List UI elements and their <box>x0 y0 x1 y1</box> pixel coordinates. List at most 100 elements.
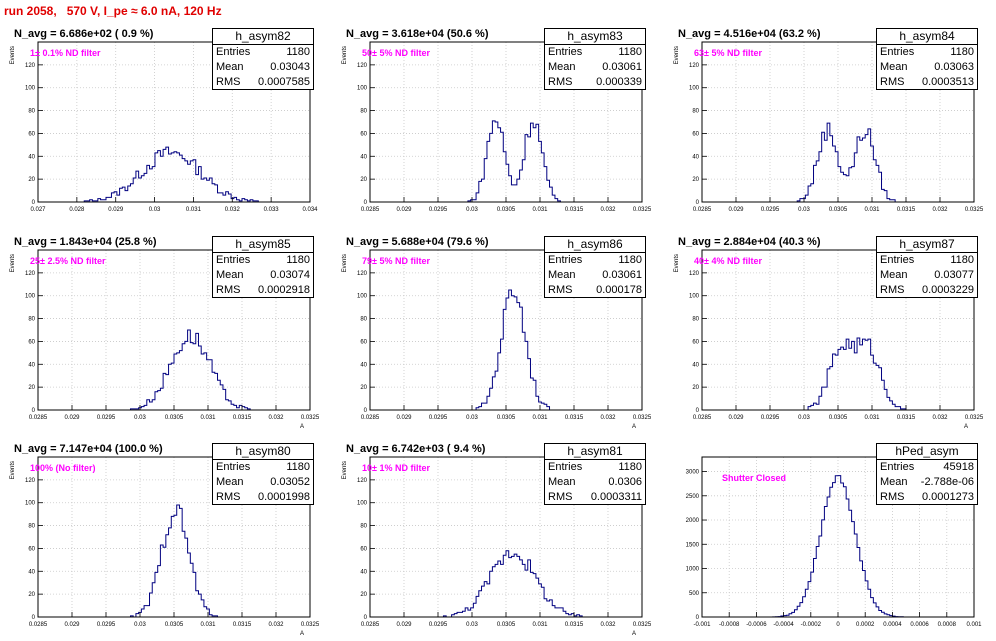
stat-row-mean: Mean 0.0306 <box>545 475 645 490</box>
x-tick-label: 0.029 <box>728 415 744 421</box>
y-tick-label: 1500 <box>686 542 700 548</box>
filter-annotation: 10± 1% ND filter <box>362 463 430 473</box>
stat-label: RMS <box>216 76 241 88</box>
y-tick-label: 1000 <box>686 567 700 573</box>
histogram-line <box>38 146 310 203</box>
stat-value: 1180 <box>950 254 974 266</box>
x-tick-label: 0.0006 <box>910 622 929 628</box>
y-tick-label: 40 <box>28 569 35 575</box>
histogram-title: N_avg = 6.742e+03 ( 9.4 %) <box>346 443 486 455</box>
stat-label: Mean <box>216 269 244 281</box>
stat-value: 0.0003311 <box>590 491 642 503</box>
histogram-title: N_avg = 2.884e+04 (40.3 %) <box>678 236 821 248</box>
x-tick-label: -0.0008 <box>719 622 740 628</box>
y-axis-label: Events <box>10 254 16 272</box>
stat-box: h_asym83 Entries 1180 Mean 0.03061 RMS 0.00033… <box>544 28 646 90</box>
histogram-title: N_avg = 6.686e+02 ( 0.9 %) <box>14 28 154 40</box>
histogram-svg: 0.0285 0.029 0.0295 0.03 0.0305 0.031 0.0315 0.… <box>342 456 652 637</box>
stat-row-rms: RMS 0.000339 <box>545 75 645 90</box>
x-tick-label: 0.0315 <box>565 207 584 213</box>
y-axis-label: Events <box>10 461 16 479</box>
histogram-title: N_avg = 7.147e+04 (100.0 %) <box>14 443 163 455</box>
y-tick-label: 60 <box>360 339 367 345</box>
histogram-name: h_asym86 <box>545 237 645 253</box>
y-tick-label: 3000 <box>686 470 700 476</box>
x-tick-label: 0.029 <box>396 207 412 213</box>
x-axis-label: A <box>300 424 304 430</box>
stat-value: 0.000178 <box>596 284 642 296</box>
x-tick-label: 0.033 <box>264 207 280 213</box>
y-tick-label: 100 <box>357 86 368 92</box>
y-tick-label: 40 <box>360 154 367 160</box>
stat-label: Mean <box>880 269 908 281</box>
x-tick-label: 0.0315 <box>565 622 584 628</box>
y-tick-label: 0 <box>364 615 368 621</box>
x-tick-label: 0.032 <box>932 207 948 213</box>
x-tick-label: 0.0305 <box>165 622 184 628</box>
x-tick-label: 0.032 <box>268 415 284 421</box>
filter-annotation: 79± 5% ND filter <box>362 256 430 266</box>
histogram-svg: 0.0285 0.029 0.0295 0.03 0.0305 0.031 0.0315 0.… <box>10 249 320 430</box>
x-tick-label: 0.032 <box>600 207 616 213</box>
stat-row-entries: Entries 1180 <box>545 253 645 268</box>
stat-row-entries: Entries 1180 <box>213 460 313 475</box>
x-tick-label: 0.03 <box>134 622 146 628</box>
histogram-title: N_avg = 3.618e+04 (50.6 %) <box>346 28 489 40</box>
stat-value: 0.03063 <box>934 61 974 73</box>
x-tick-label: 0.03 <box>798 207 810 213</box>
x-tick-label: 0.03 <box>149 207 161 213</box>
y-tick-label: 80 <box>28 109 35 115</box>
x-tick-label: 0.0285 <box>693 415 712 421</box>
x-tick-label: -0.0006 <box>746 622 767 628</box>
stat-row-rms: RMS 0.0003311 <box>545 490 645 505</box>
x-tick-label: 0.0285 <box>29 415 48 421</box>
y-tick-label: 0 <box>32 408 36 414</box>
x-tick-label: 0.0295 <box>97 415 116 421</box>
y-tick-label: 100 <box>689 86 700 92</box>
x-tick-label: 0.001 <box>966 622 982 628</box>
y-tick-label: 0 <box>364 200 368 206</box>
x-tick-label: 0.029 <box>396 622 412 628</box>
x-tick-label: 0.031 <box>186 207 202 213</box>
x-tick-label: 0.0295 <box>97 622 116 628</box>
histogram-panel-h_asym83: 0.0285 0.029 0.0295 0.03 0.0305 0.031 0.0315 0.… <box>332 18 652 213</box>
x-axis-label: A <box>964 424 968 430</box>
stat-row-rms: RMS 0.0007585 <box>213 75 313 90</box>
x-tick-label: 0.0002 <box>856 622 875 628</box>
x-tick-label: 0.0315 <box>897 415 916 421</box>
x-tick-label: 0.03 <box>134 415 146 421</box>
histogram-name: h_asym83 <box>545 29 645 45</box>
y-axis-label: Events <box>674 254 680 272</box>
y-tick-label: 60 <box>692 339 699 345</box>
y-tick-label: 60 <box>360 131 367 137</box>
stat-value: 0.03074 <box>270 269 310 281</box>
stat-row-rms: RMS 0.0003513 <box>877 75 977 90</box>
filter-annotation: 1± 0.1% ND filter <box>30 48 101 58</box>
x-tick-label: 0.0004 <box>883 622 902 628</box>
stat-value: 1180 <box>286 461 310 473</box>
histogram-panel-h_asym84: 0.0285 0.029 0.0295 0.03 0.0305 0.031 0.0315 0.… <box>664 18 984 213</box>
x-tick-label: 0.0008 <box>938 622 957 628</box>
y-tick-label: 100 <box>25 294 36 300</box>
x-axis-label: A <box>632 424 636 430</box>
stat-box: h_asym81 Entries 1180 Mean 0.0306 RMS 0.000331… <box>544 443 646 505</box>
y-axis-label: Events <box>342 461 348 479</box>
y-tick-label: 100 <box>357 294 368 300</box>
stat-value: 0.0002918 <box>258 284 310 296</box>
x-tick-label: 0.032 <box>600 622 616 628</box>
x-tick-label: 0.029 <box>64 415 80 421</box>
y-tick-label: 0 <box>32 200 36 206</box>
x-tick-label: 0.0295 <box>429 415 448 421</box>
stat-label: Entries <box>880 461 915 473</box>
x-tick-label: 0.027 <box>30 207 46 213</box>
histogram-svg: 0.0285 0.029 0.0295 0.03 0.0305 0.031 0.0315 0.… <box>342 41 652 213</box>
y-tick-label: 20 <box>360 385 367 391</box>
page-title: run 2058, 570 V, I_pe ≈ 6.0 nA, 120 Hz <box>4 4 222 18</box>
stat-value: 45918 <box>943 461 974 473</box>
y-tick-label: 120 <box>357 63 368 69</box>
stat-label: Entries <box>548 254 583 266</box>
stat-value: 0.03052 <box>270 476 310 488</box>
y-tick-label: 2500 <box>686 494 700 500</box>
y-tick-label: 120 <box>25 478 36 484</box>
y-tick-label: 80 <box>360 317 367 323</box>
